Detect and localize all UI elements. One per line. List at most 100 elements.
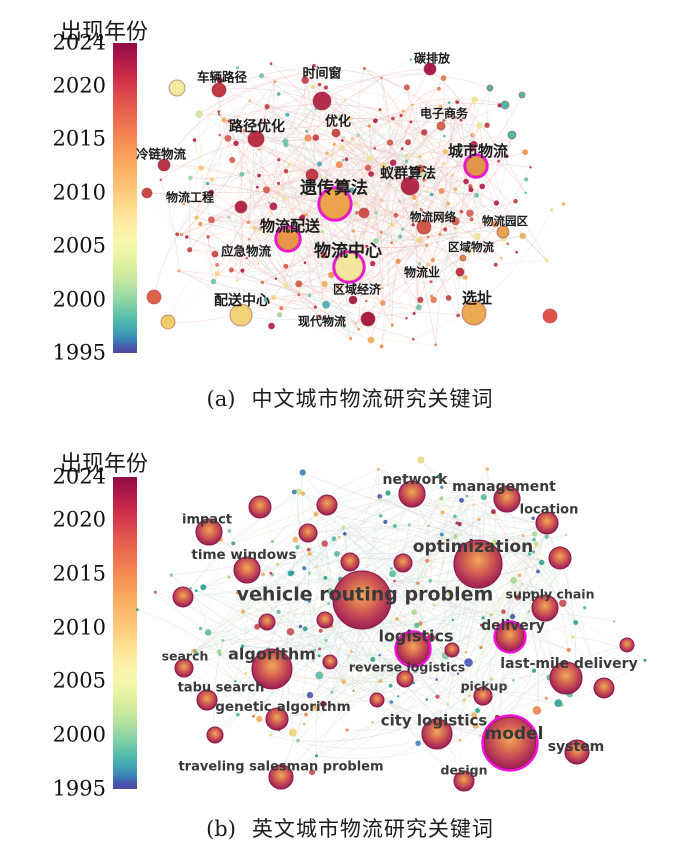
keyword-label[interactable]: algorithm	[228, 645, 316, 664]
keyword-label[interactable]: logistics	[378, 627, 453, 646]
keyword-label[interactable]: network	[383, 472, 449, 488]
keyword-node[interactable]	[174, 658, 194, 678]
keyword-node[interactable]	[465, 155, 487, 177]
keyword-node[interactable]	[483, 716, 537, 770]
keyword-node[interactable]	[461, 300, 487, 326]
keyword-node[interactable]	[247, 130, 265, 148]
keyword-node[interactable]	[453, 770, 475, 792]
keyword-label[interactable]: system	[548, 739, 605, 755]
keyword-node[interactable]	[416, 219, 432, 235]
keyword-node[interactable]	[453, 539, 503, 589]
keyword-node[interactable]	[157, 158, 171, 172]
keyword-node[interactable]	[396, 632, 430, 666]
legend-tick: 2010	[52, 615, 106, 640]
keyword-node[interactable]	[312, 91, 332, 111]
keyword-node[interactable]	[319, 188, 351, 220]
keyword-label[interactable]: 碳排放	[414, 51, 451, 66]
keyword-label[interactable]: 冷链物流	[136, 147, 187, 162]
keyword-node[interactable]	[251, 648, 293, 690]
keyword-node[interactable]	[400, 176, 420, 196]
keyword-node[interactable]	[495, 622, 525, 652]
keyword-label[interactable]: 车辆路径	[197, 70, 248, 85]
keyword-node[interactable]	[459, 254, 467, 262]
keyword-label[interactable]: supply chain	[506, 587, 595, 602]
keyword-node[interactable]	[496, 225, 510, 239]
keyword-label[interactable]: design	[441, 763, 488, 778]
keyword-label[interactable]: 路径优化	[229, 118, 285, 135]
keyword-node[interactable]	[421, 718, 453, 750]
keyword-label[interactable]: tabu search	[178, 681, 265, 696]
keyword-nodes-layer	[174, 480, 590, 792]
keyword-node[interactable]	[211, 82, 227, 98]
keyword-label[interactable]: delivery	[481, 618, 545, 634]
keyword-label[interactable]: optimization	[413, 537, 533, 557]
keyword-node[interactable]	[549, 661, 583, 695]
keyword-node[interactable]	[268, 764, 294, 790]
keyword-label[interactable]: vehicle routing problem	[237, 584, 494, 606]
keyword-node[interactable]	[436, 121, 446, 131]
keyword-label[interactable]: last-mile delivery	[500, 656, 637, 672]
keyword-label[interactable]: 物流业	[404, 265, 440, 280]
keyword-node[interactable]	[493, 485, 521, 513]
keyword-node[interactable]	[535, 511, 559, 535]
keyword-label[interactable]: 物流中心	[314, 241, 382, 262]
keyword-node[interactable]	[211, 250, 219, 258]
keyword-labels-layer: network management location impact time wind…	[162, 472, 638, 778]
keyword-node[interactable]	[196, 689, 218, 711]
keyword-label[interactable]: 区域物流	[448, 240, 494, 254]
keyword-label[interactable]: 物流配送	[260, 217, 321, 235]
legend-tick: 2020	[52, 507, 106, 532]
keyword-label[interactable]: 应急物流	[221, 244, 272, 259]
keyword-node[interactable]	[473, 686, 493, 706]
legend-tick: 2020	[52, 73, 106, 98]
keyword-label[interactable]: reverse logistics	[349, 660, 465, 675]
keyword-label[interactable]: genetic algorithm	[215, 699, 350, 715]
keyword-node[interactable]	[195, 518, 223, 546]
keyword-node[interactable]	[334, 252, 364, 282]
keyword-label[interactable]: 时间窗	[302, 66, 341, 82]
keyword-label[interactable]: 物流网络	[410, 210, 456, 224]
keyword-label[interactable]: city logistics	[381, 712, 488, 730]
keyword-label[interactable]: 配送中心	[214, 292, 270, 309]
keyword-node[interactable]	[360, 311, 376, 327]
keyword-node[interactable]	[332, 570, 392, 630]
caption-a: (a) 中文城市物流研究关键词	[0, 383, 700, 413]
keyword-node[interactable]	[331, 128, 341, 138]
keyword-node[interactable]	[141, 187, 153, 199]
legend-ticks: 2024 2020 2015 2010 2005 2000 1995	[40, 32, 106, 363]
legend-tick: 2000	[52, 287, 106, 312]
caption-a-prefix: (a)	[206, 387, 236, 411]
keyword-node[interactable]	[564, 739, 590, 765]
keyword-node[interactable]	[423, 62, 437, 76]
keyword-label[interactable]: 现代物流	[298, 314, 346, 329]
keyword-label[interactable]: 蚁群算法	[380, 165, 436, 182]
keyword-node[interactable]	[276, 227, 300, 251]
keyword-label[interactable]: search	[162, 649, 209, 664]
keyword-label[interactable]: pickup	[461, 679, 508, 694]
network-panel-b: network management location impact time wind…	[135, 456, 647, 792]
keyword-label[interactable]: time windows	[191, 547, 296, 563]
keyword-label[interactable]: model	[485, 724, 544, 744]
keyword-node[interactable]	[233, 556, 261, 584]
keyword-node[interactable]	[229, 303, 253, 327]
keyword-node[interactable]	[398, 480, 426, 508]
keyword-node[interactable]	[531, 594, 559, 622]
keyword-node[interactable]	[265, 707, 289, 731]
keyword-label[interactable]: 物流园区	[482, 214, 528, 228]
keyword-node[interactable]	[455, 267, 465, 277]
keyword-label[interactable]: impact	[182, 513, 232, 528]
keyword-label[interactable]: 区域经济	[333, 282, 382, 297]
keyword-label[interactable]: 遗传算法	[299, 178, 368, 199]
caption-b-text: 英文城市物流研究关键词	[251, 817, 494, 841]
keyword-label[interactable]: 电子商务	[420, 106, 469, 121]
keyword-label[interactable]: 物流工程	[166, 190, 214, 205]
colorbar	[113, 477, 137, 789]
keyword-node[interactable]	[396, 670, 414, 688]
keyword-node[interactable]	[348, 295, 358, 305]
keyword-label[interactable]: management	[452, 479, 556, 495]
keyword-label[interactable]: 选址	[462, 289, 492, 307]
keyword-label[interactable]: 城市物流	[448, 142, 508, 160]
keyword-label[interactable]: 优化	[325, 114, 351, 130]
keyword-label[interactable]: location	[520, 503, 579, 518]
keyword-label[interactable]: traveling salesman problem	[178, 760, 383, 775]
